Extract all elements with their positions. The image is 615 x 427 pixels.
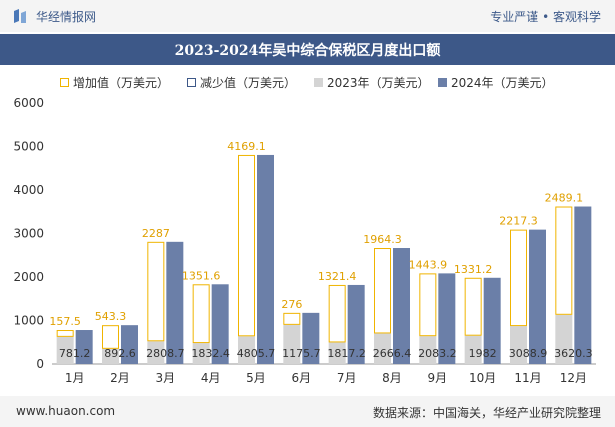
value-2024-data-label: 3620.3 bbox=[554, 347, 593, 360]
increase-box bbox=[192, 284, 210, 344]
increase-box bbox=[374, 248, 391, 334]
increase-box bbox=[56, 330, 74, 337]
bar-2023 bbox=[283, 324, 301, 364]
bar-2024 bbox=[211, 284, 229, 364]
legend-label-2023: 2023年（万美元） bbox=[327, 76, 430, 90]
value-2024-data-label: 1175.7 bbox=[282, 347, 321, 360]
bar-2024 bbox=[529, 229, 546, 364]
x-tick-label: 4月 bbox=[201, 371, 221, 385]
value-2024-data-label: 781.2 bbox=[59, 347, 91, 360]
y-tick-label: 4000 bbox=[13, 183, 44, 197]
increase-data-label: 2217.3 bbox=[499, 215, 538, 228]
x-tick-label: 2月 bbox=[110, 371, 130, 385]
chart-title: 2023-2024年吴中综合保税区月度出口额 bbox=[174, 43, 441, 59]
bar-2024 bbox=[574, 206, 592, 364]
increase-data-label: 1964.3 bbox=[363, 233, 402, 246]
y-tick-label: 1000 bbox=[13, 314, 44, 328]
value-2024-data-label: 1817.2 bbox=[327, 347, 366, 360]
bar-2024 bbox=[483, 277, 501, 364]
increase-box bbox=[419, 273, 437, 337]
bar-2023 bbox=[374, 333, 391, 364]
y-tick-label: 2000 bbox=[13, 270, 44, 284]
value-2024-data-label: 3088.9 bbox=[509, 347, 548, 360]
top-bar: 华经情报网 专业严谨 • 客观科学 bbox=[0, 0, 615, 32]
bar-2023 bbox=[56, 336, 74, 364]
x-tick-label: 8月 bbox=[382, 371, 402, 385]
increase-box bbox=[283, 312, 301, 325]
brand-name: 华经情报网 bbox=[36, 10, 97, 24]
bar-2023 bbox=[328, 342, 346, 364]
bar-2024 bbox=[75, 330, 93, 364]
website-link[interactable]: www.huaon.com bbox=[16, 404, 116, 418]
legend-label-decrease: 减少值（万美元） bbox=[200, 76, 297, 90]
x-tick-label: 1月 bbox=[65, 371, 85, 385]
increase-box bbox=[328, 284, 346, 343]
x-tick-label: 12月 bbox=[560, 371, 587, 385]
x-tick-label: 11月 bbox=[514, 371, 541, 385]
x-tick-label: 9月 bbox=[428, 371, 448, 385]
x-tick-label: 6月 bbox=[292, 371, 312, 385]
increase-data-label: 2287 bbox=[142, 227, 170, 240]
value-2024-data-label: 1982 bbox=[469, 347, 497, 360]
bar-2024 bbox=[393, 248, 410, 364]
increase-data-label: 157.5 bbox=[49, 315, 81, 328]
bar-2023 bbox=[238, 336, 255, 364]
x-tick-label: 10月 bbox=[469, 371, 496, 385]
increase-data-label: 1321.4 bbox=[318, 270, 357, 283]
y-tick-label: 6000 bbox=[13, 96, 44, 110]
x-tick-label: 7月 bbox=[337, 371, 357, 385]
bar-2024 bbox=[166, 241, 184, 364]
legend-label-2024: 2024年（万美元） bbox=[451, 76, 554, 90]
huajing-logo-icon bbox=[14, 9, 26, 23]
increase-box bbox=[147, 241, 165, 342]
x-tick-label: 3月 bbox=[156, 371, 176, 385]
increase-data-label: 1331.2 bbox=[454, 263, 493, 276]
bar-2023 bbox=[419, 336, 437, 364]
increase-data-label: 2489.1 bbox=[545, 192, 584, 205]
bar-2024 bbox=[347, 284, 365, 364]
bar-2024 bbox=[302, 312, 320, 364]
legend-swatch-2024 bbox=[438, 78, 447, 87]
value-2024-data-label: 1832.4 bbox=[191, 347, 230, 360]
increase-box bbox=[102, 325, 119, 349]
bar-2023 bbox=[510, 326, 527, 364]
value-2024-data-label: 892.6 bbox=[104, 347, 136, 360]
increase-data-label: 4169.1 bbox=[227, 140, 266, 153]
title-bar: 2023-2024年吴中综合保税区月度出口额 bbox=[0, 34, 615, 65]
increase-data-label: 1443.9 bbox=[409, 258, 448, 271]
data-source: 数据来源：中国海关，华经产业研究院整理 bbox=[372, 406, 601, 420]
value-2024-data-label: 4805.7 bbox=[237, 347, 276, 360]
bar-2023 bbox=[147, 341, 165, 364]
increase-box bbox=[464, 277, 482, 336]
increase-data-label: 543.3 bbox=[95, 310, 127, 323]
footer-bar: www.huaon.com 数据来源：中国海关，华经产业研究院整理 bbox=[0, 396, 615, 427]
y-tick-label: 5000 bbox=[13, 140, 44, 154]
increase-box bbox=[510, 229, 527, 327]
tagline: 专业严谨 • 客观科学 bbox=[490, 10, 601, 24]
bar-2023 bbox=[464, 335, 482, 364]
increase-data-label: 1351.6 bbox=[182, 269, 221, 282]
bar-2023 bbox=[192, 343, 210, 364]
x-tick-label: 5月 bbox=[246, 371, 266, 385]
bar-2024 bbox=[121, 325, 138, 364]
legend-label-increase: 增加值（万美元） bbox=[73, 76, 170, 90]
value-2024-data-label: 2808.7 bbox=[146, 347, 185, 360]
increase-box bbox=[238, 154, 255, 337]
bar-2023 bbox=[555, 314, 573, 364]
y-tick-label: 3000 bbox=[13, 227, 44, 241]
legend-swatch-decrease bbox=[187, 78, 196, 87]
increase-box bbox=[555, 206, 573, 315]
bar-2024 bbox=[438, 273, 456, 364]
value-2024-data-label: 2666.4 bbox=[373, 347, 412, 360]
legend-swatch-increase bbox=[60, 78, 69, 87]
bar-2023 bbox=[102, 348, 119, 364]
value-2024-data-label: 2083.2 bbox=[418, 347, 457, 360]
y-tick-label: 0 bbox=[36, 357, 44, 371]
increase-data-label: 276 bbox=[281, 298, 302, 311]
legend-swatch-2023 bbox=[314, 78, 323, 87]
bar-2024 bbox=[257, 154, 274, 364]
